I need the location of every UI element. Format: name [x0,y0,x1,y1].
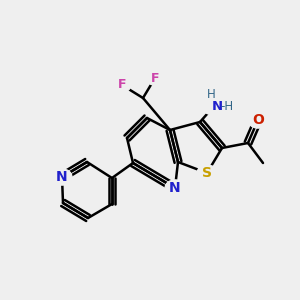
Text: F: F [151,71,159,85]
Ellipse shape [165,180,185,196]
Ellipse shape [113,78,131,92]
Text: H: H [207,88,215,101]
Text: S: S [202,166,212,180]
Ellipse shape [200,95,230,115]
Text: O: O [252,113,264,127]
Ellipse shape [197,165,217,181]
Text: N: N [169,181,181,195]
Text: -H: -H [220,100,234,112]
Text: N: N [56,170,68,184]
Ellipse shape [248,112,268,128]
Ellipse shape [146,71,164,85]
Text: F: F [118,79,126,92]
Ellipse shape [52,169,72,185]
Text: N: N [212,100,223,112]
